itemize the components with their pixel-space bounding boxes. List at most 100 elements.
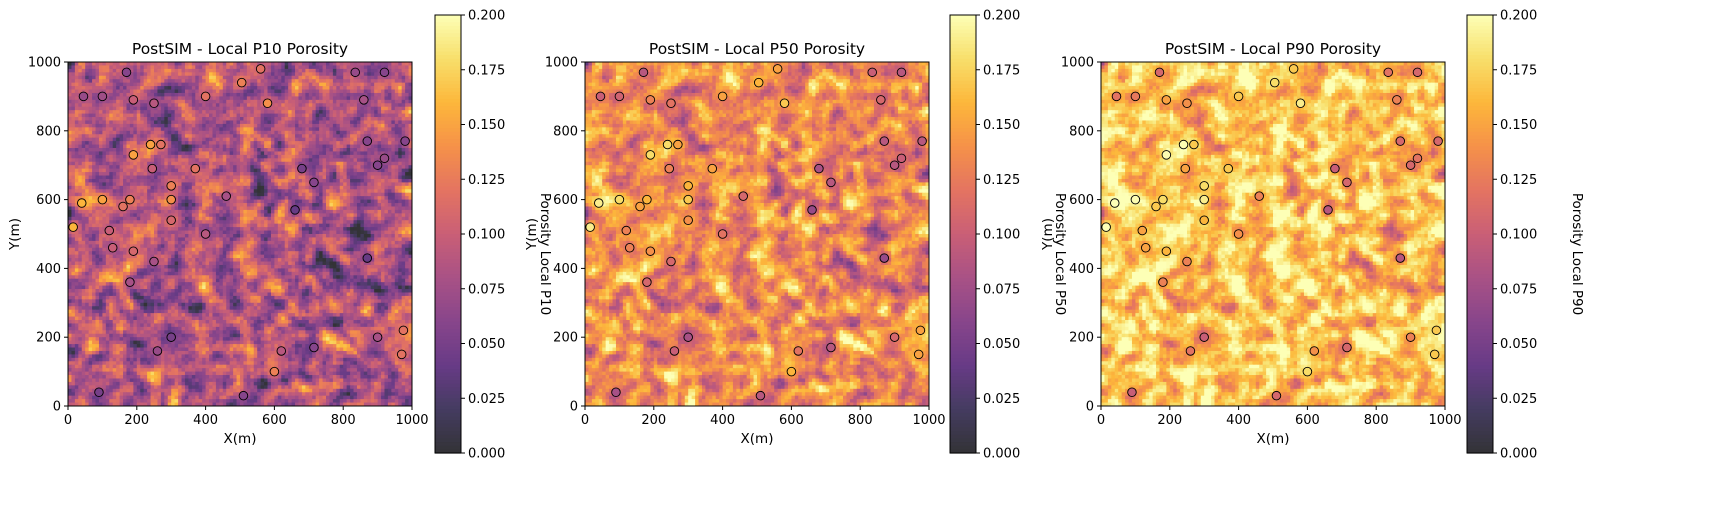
- heatmap-cell: [109, 220, 114, 225]
- heatmap-cell: [240, 65, 244, 70]
- heatmap-cell: [85, 227, 90, 232]
- heatmap-cell: [167, 117, 172, 121]
- heatmap-cell: [401, 192, 406, 197]
- heatmap-cell: [205, 68, 210, 73]
- heatmap-cell: [367, 134, 372, 139]
- heatmap-cell: [219, 68, 224, 73]
- heatmap-cell: [109, 203, 114, 207]
- heatmap-cell: [405, 113, 410, 118]
- heatmap-cell: [374, 113, 379, 118]
- heatmap-cell: [164, 75, 169, 80]
- heatmap-cell: [295, 79, 299, 84]
- heatmap-cell: [308, 172, 313, 177]
- heatmap-cell: [143, 216, 148, 221]
- heatmap-cell: [253, 127, 258, 132]
- heatmap-cell: [394, 79, 399, 84]
- heatmap-cell: [109, 185, 114, 190]
- heatmap-cell: [288, 172, 293, 177]
- heatmap-cell: [112, 158, 117, 163]
- heatmap-cell: [116, 92, 121, 97]
- heatmap-cell: [105, 123, 110, 128]
- heatmap-cell: [143, 86, 148, 91]
- heatmap-cell: [391, 216, 396, 221]
- heatmap-cell: [212, 141, 217, 146]
- heatmap-cell: [343, 103, 348, 108]
- heatmap-cell: [343, 213, 348, 218]
- heatmap-cell: [219, 72, 224, 77]
- heatmap-cell: [147, 120, 152, 125]
- heatmap-cell: [167, 113, 172, 118]
- heatmap-cell: [319, 65, 324, 70]
- heatmap-cell: [267, 134, 272, 139]
- heatmap-cell: [305, 130, 310, 135]
- heatmap-cell: [336, 230, 341, 235]
- heatmap-cell: [246, 227, 251, 232]
- heatmap-cell: [78, 68, 83, 73]
- heatmap-cell: [209, 196, 213, 201]
- heatmap-cell: [401, 175, 406, 180]
- heatmap-cell: [105, 154, 110, 159]
- heatmap-cell: [305, 182, 310, 187]
- heatmap-cell: [105, 72, 110, 77]
- heatmap-cell: [288, 161, 293, 166]
- heatmap-cell: [85, 230, 90, 235]
- heatmap-cell: [387, 123, 392, 128]
- heatmap-cell: [212, 86, 217, 91]
- heatmap-cell: [322, 65, 327, 70]
- heatmap-cell: [215, 213, 220, 218]
- heatmap-cell: [98, 213, 103, 218]
- heatmap-cell: [295, 220, 299, 225]
- heatmap-cell: [191, 99, 196, 104]
- heatmap-cell: [98, 151, 103, 156]
- heatmap-cell: [277, 72, 282, 77]
- heatmap-cell: [356, 168, 361, 173]
- heatmap-cell: [184, 175, 189, 180]
- heatmap-cell: [105, 175, 110, 180]
- heatmap-cell: [243, 189, 248, 194]
- heatmap-cell: [291, 86, 296, 91]
- heatmap-cell: [253, 65, 258, 70]
- heatmap-cell: [160, 89, 165, 94]
- heatmap-cell: [181, 99, 186, 104]
- heatmap-cell: [85, 110, 90, 115]
- heatmap-cell: [184, 79, 189, 84]
- heatmap-cell: [326, 75, 330, 80]
- heatmap-cell: [160, 199, 165, 204]
- heatmap-cell: [174, 154, 179, 159]
- heatmap-cell: [167, 103, 172, 108]
- heatmap-cell: [253, 137, 258, 142]
- heatmap-cell: [178, 117, 183, 121]
- heatmap-cell: [281, 165, 286, 170]
- heatmap-cell: [174, 103, 179, 108]
- heatmap-cell: [78, 137, 83, 142]
- heatmap-cell: [191, 79, 196, 84]
- heatmap-cell: [123, 137, 127, 142]
- heatmap-cell: [329, 89, 334, 94]
- heatmap-cell: [68, 154, 72, 159]
- heatmap-cell: [298, 89, 303, 94]
- heatmap-cell: [195, 89, 200, 94]
- heatmap-cell: [160, 96, 165, 101]
- heatmap-cell: [233, 161, 238, 166]
- heatmap-cell: [240, 161, 244, 166]
- heatmap-cell: [191, 189, 196, 194]
- heatmap-cell: [243, 213, 248, 218]
- heatmap-cell: [312, 206, 317, 211]
- heatmap-cell: [315, 161, 320, 166]
- heatmap-cell: [112, 189, 117, 194]
- heatmap-cell: [181, 89, 186, 94]
- heatmap-cell: [381, 175, 385, 180]
- heatmap-cell: [377, 189, 382, 194]
- heatmap-cell: [381, 79, 385, 84]
- heatmap-cell: [377, 199, 382, 204]
- heatmap-cell: [408, 99, 413, 104]
- heatmap-cell: [394, 96, 399, 101]
- heatmap-cell: [267, 79, 272, 84]
- heatmap-cell: [136, 110, 141, 115]
- heatmap-cell: [284, 206, 289, 211]
- heatmap-cell: [78, 72, 83, 77]
- heatmap-cell: [274, 120, 279, 125]
- heatmap-cell: [332, 117, 337, 121]
- heatmap-cell: [360, 120, 365, 125]
- heatmap-cell: [356, 92, 361, 97]
